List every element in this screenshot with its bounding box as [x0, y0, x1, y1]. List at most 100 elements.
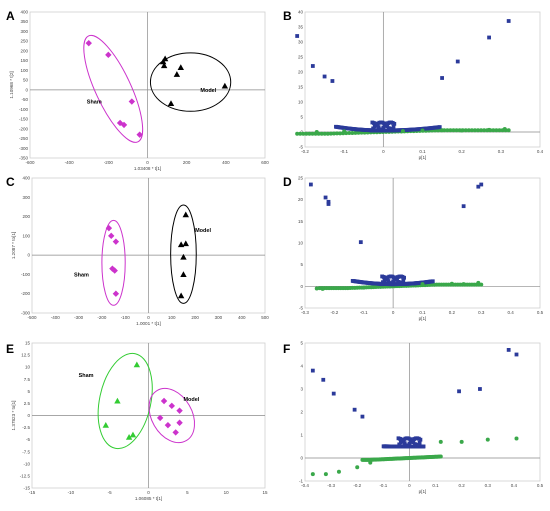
data-point — [342, 129, 347, 134]
data-point — [310, 64, 315, 68]
data-point — [136, 131, 143, 138]
data-point — [487, 35, 491, 40]
data-point — [389, 281, 394, 286]
data-point — [161, 55, 169, 62]
y-tick-label: 50 — [23, 78, 29, 83]
x-tick-label: 0.4 — [511, 483, 518, 488]
x-tick-label: 0.4 — [537, 149, 544, 154]
y-tick-label: -350 — [19, 156, 29, 161]
y-tick-label: 5 — [27, 389, 30, 394]
y-tick-label: 300 — [22, 195, 30, 200]
y-tick-label: 150 — [20, 58, 28, 63]
data-point — [379, 127, 384, 132]
y-tick-label: 15 — [298, 219, 304, 224]
x-tick-label: 0.2 — [449, 310, 456, 315]
y-tick-label: 35 — [298, 25, 304, 30]
group-label: Sham — [79, 373, 94, 379]
y-tick-label: -5 — [299, 145, 303, 150]
data-point — [506, 19, 511, 23]
plot-frame — [304, 342, 541, 482]
y-tick-label: -1 — [299, 479, 303, 484]
y-tick-label: 300 — [20, 29, 28, 34]
x-tick-label: -300 — [74, 315, 84, 320]
data-point — [172, 429, 179, 436]
data-point — [295, 131, 300, 136]
data-point — [459, 128, 464, 133]
data-point — [102, 421, 109, 428]
data-point — [479, 282, 484, 287]
y-tick-label: 250 — [20, 39, 28, 44]
data-point — [390, 126, 394, 131]
panel-letter: E — [6, 342, 14, 356]
x-tick-label: 300 — [215, 315, 223, 320]
x-axis-label: p[1] — [419, 489, 427, 494]
data-point — [120, 121, 128, 129]
x-tick-label: 0 — [382, 149, 385, 154]
data-point — [295, 34, 300, 38]
x-tick-label: 200 — [183, 160, 191, 165]
group-label: Model — [195, 228, 211, 234]
y-tick-label: 200 — [20, 48, 28, 53]
data-point — [322, 74, 327, 79]
data-point — [494, 128, 499, 133]
y-tick-label: 200 — [22, 214, 30, 219]
x-tick-label: -200 — [97, 315, 107, 320]
plot-frame — [304, 177, 541, 309]
x-tick-label: 0 — [147, 315, 150, 320]
y-tick-label: 10 — [298, 100, 304, 105]
data-point — [461, 282, 466, 287]
x-axis-label: 1.06085 * t[1] — [135, 496, 162, 501]
y-tick-label: -7.5 — [22, 449, 30, 454]
data-point — [476, 184, 481, 189]
data-point — [371, 126, 376, 131]
data-point — [514, 352, 519, 357]
x-tick-label: 500 — [261, 315, 269, 320]
data-point — [421, 444, 426, 449]
panel-letter: C — [6, 175, 15, 189]
data-point — [476, 128, 481, 133]
group-label: Sham — [74, 272, 89, 278]
y-tick-label: -250 — [19, 136, 29, 141]
data-point — [326, 202, 331, 206]
y-tick-label: 2.5 — [24, 401, 31, 406]
data-point — [506, 128, 511, 133]
data-point — [438, 439, 443, 444]
y-tick-label: 0 — [300, 130, 303, 135]
y-tick-label: 30 — [298, 40, 304, 45]
data-point — [176, 407, 183, 414]
data-point — [361, 285, 366, 290]
x-tick-label: 0.4 — [507, 310, 514, 315]
x-tick-label: -400 — [51, 315, 61, 320]
panel-A: A -600 -400 -200 0 200 400 600 -350 -300 -250 -200 -… — [6, 9, 269, 171]
data-point — [502, 127, 507, 131]
data-point — [307, 131, 312, 136]
y-tick-label: 400 — [20, 10, 28, 15]
data-point — [314, 286, 319, 291]
data-point — [391, 124, 396, 129]
x-axis-label: 1.03408 * t[1] — [134, 166, 161, 171]
panel-B: B -0.2 -0.1 0 0.1 0.2 0.3 0.4 -5 0 5 10 15 20 25 30 35 40… — [283, 9, 544, 160]
y-tick-label: -50 — [21, 97, 28, 102]
data-point — [128, 98, 136, 105]
x-tick-label: 0.2 — [459, 483, 466, 488]
y-tick-label: 5 — [300, 341, 303, 346]
data-point — [105, 224, 113, 232]
x-tick-label: 0 — [392, 310, 395, 315]
y-tick-label: 40 — [298, 10, 304, 15]
group-label: Model — [200, 88, 216, 94]
data-point — [413, 442, 417, 446]
y-tick-label: 2 — [300, 410, 303, 415]
group-ellipse — [149, 52, 232, 112]
data-point — [310, 131, 315, 136]
data-point — [326, 199, 331, 204]
x-tick-label: 0 — [146, 160, 149, 165]
data-point — [320, 286, 325, 291]
panel-F: F -0.4 -0.3 -0.2 -0.1 0 0.1 0.2 0.3 0.4 0.5 -1 0 1 2 3 4… — [283, 341, 544, 495]
data-point — [437, 125, 442, 129]
y-tick-label: 0 — [300, 284, 303, 289]
data-point — [180, 271, 187, 277]
y-tick-label: -300 — [19, 146, 29, 151]
plot-frame — [304, 11, 541, 148]
x-tick-label: -0.2 — [301, 149, 309, 154]
x-tick-label: 0.1 — [419, 149, 426, 154]
